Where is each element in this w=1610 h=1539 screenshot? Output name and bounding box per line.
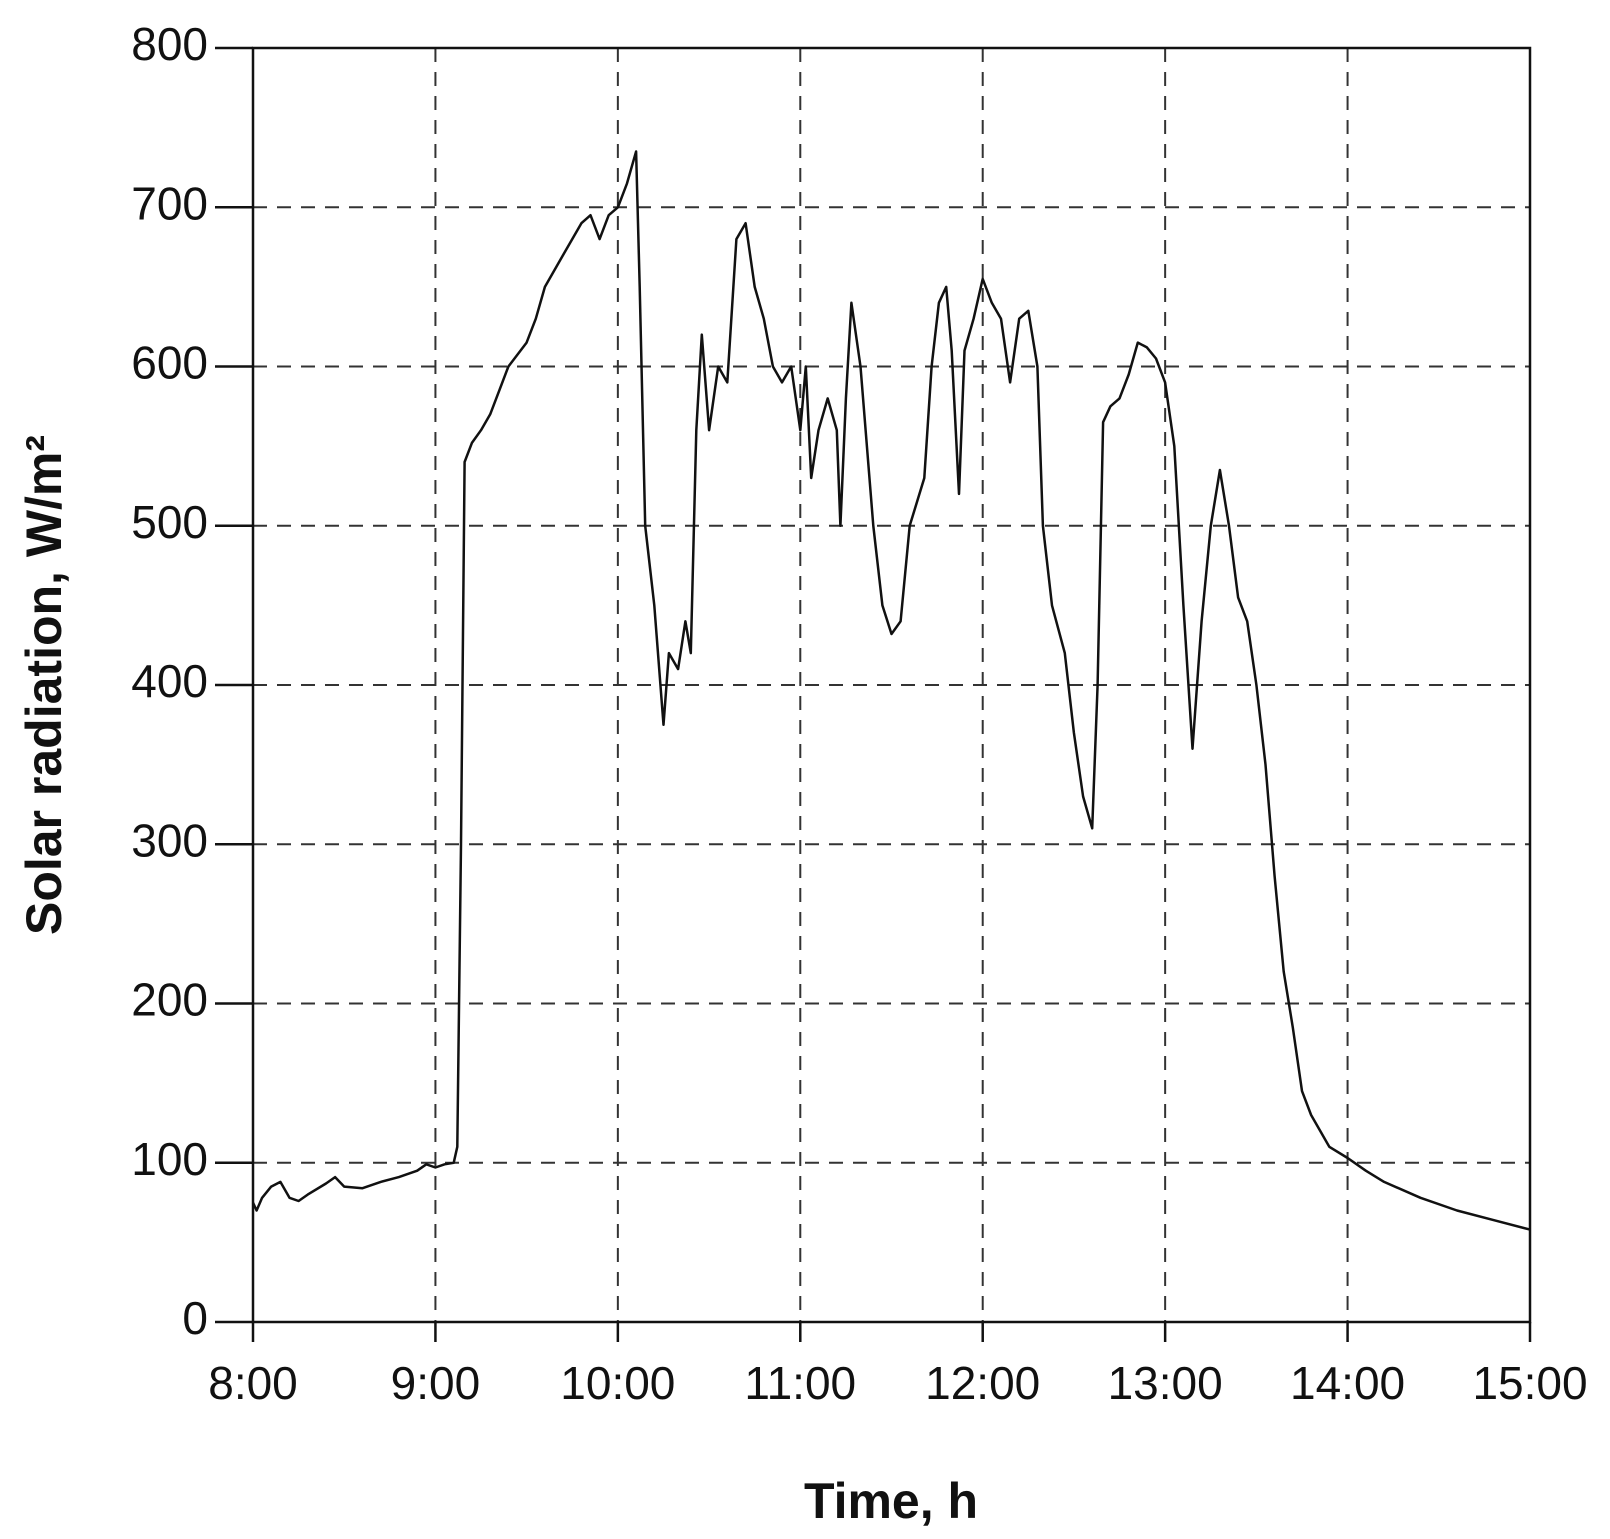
y-tick-label: 800 [131,18,208,70]
x-tick-label: 11:00 [744,1357,856,1409]
x-tick-label: 15:00 [1472,1357,1587,1409]
y-tick-label: 600 [131,337,208,389]
x-tick-label: 12:00 [925,1357,1040,1409]
x-tick-label: 13:00 [1108,1357,1223,1409]
x-tick-label: 14:00 [1290,1357,1405,1409]
data-line [251,150,1531,1231]
x-tick-label: 8:00 [208,1357,298,1409]
x-tick-label: 9:00 [391,1357,481,1409]
y-tick-label: 300 [131,814,208,866]
y-tick-label: 500 [131,496,208,548]
plot-frame [251,46,1532,1324]
y-axis-title: Solar radiation, W/m² [16,435,72,935]
y-tick-label: 700 [131,177,208,229]
y-tick-label: 200 [131,974,208,1026]
x-axis-title: Time, h [804,1473,978,1529]
x-tick-label: 10:00 [560,1357,675,1409]
y-tick-label: 0 [182,1292,208,1344]
y-tick-label: 400 [131,655,208,707]
y-tick-label: 100 [131,1133,208,1185]
